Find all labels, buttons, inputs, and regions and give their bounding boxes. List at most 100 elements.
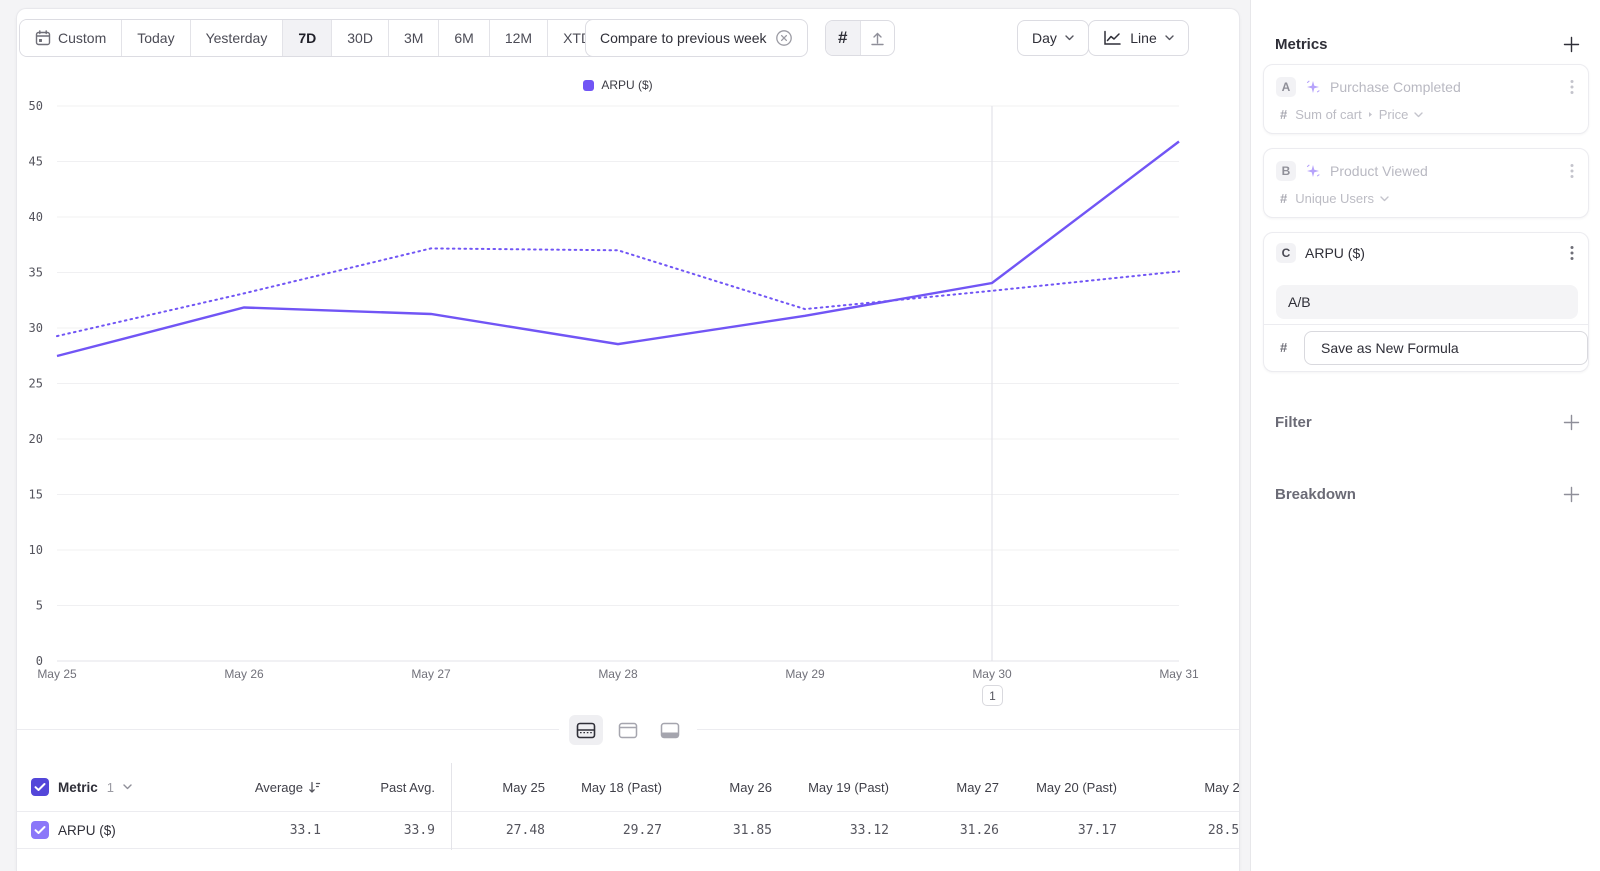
metric-count: 1	[106, 779, 114, 795]
row-metric-label: ARPU ($)	[58, 822, 116, 838]
kebab-menu-icon[interactable]	[1566, 161, 1578, 181]
measure-part: Sum of cart	[1295, 107, 1362, 122]
chart-view-button[interactable]	[611, 715, 645, 745]
number-type-icon: #	[1280, 107, 1288, 122]
column-header-average[interactable]: Average	[247, 780, 323, 795]
granularity-dropdown[interactable]: Day	[1017, 20, 1089, 56]
compare-button[interactable]: Compare to previous week	[585, 19, 808, 57]
svg-text:May 31: May 31	[1159, 667, 1199, 681]
number-type-icon: #	[1280, 191, 1288, 206]
date-range-12m[interactable]: 12M	[488, 20, 548, 56]
svg-text:40: 40	[29, 210, 43, 224]
number-type-icon: #	[1280, 340, 1288, 355]
column-header-may-26[interactable]: May 26	[729, 779, 772, 795]
column-header-may-19-past-[interactable]: May 19 (Past)	[808, 779, 889, 795]
table-view-icon	[660, 722, 680, 739]
chart-display-options: #	[825, 20, 895, 56]
date-range-3m[interactable]: 3M	[387, 20, 439, 56]
measure-selector[interactable]: # Sum of cart Price	[1280, 107, 1424, 122]
split-view-button[interactable]	[569, 715, 603, 745]
chevron-down-icon	[1414, 111, 1424, 117]
chart-type-dropdown[interactable]: Line	[1088, 20, 1189, 56]
legend-label: ARPU ($)	[601, 78, 653, 92]
svg-text:35: 35	[29, 266, 43, 280]
svg-text:May 30: May 30	[972, 667, 1012, 681]
plus-icon	[1563, 414, 1580, 431]
svg-text:May 25: May 25	[37, 667, 77, 681]
metrics-section-title: Metrics	[1275, 36, 1328, 53]
date-range-today[interactable]: Today	[121, 20, 190, 56]
chevron-down-icon[interactable]	[123, 784, 132, 790]
column-header-may-20-past-[interactable]: May 20 (Past)	[1036, 779, 1117, 795]
add-metric-button[interactable]	[1557, 30, 1585, 58]
table-column-divider	[451, 763, 452, 850]
chart-type-label: Line	[1130, 30, 1157, 46]
gridlines-toggle[interactable]: #	[826, 21, 860, 55]
column-header-may-28[interactable]: May 28	[1204, 779, 1240, 795]
card-divider	[1264, 324, 1588, 325]
results-table: Metric 1 Average Past Avg. May 25 May 18 (P…	[17, 763, 1240, 850]
filter-section-title: Filter	[1275, 414, 1312, 431]
sparkle-event-icon	[1305, 163, 1321, 179]
calendar-icon	[35, 30, 51, 46]
table-view-button[interactable]	[653, 715, 687, 745]
svg-text:May 29: May 29	[785, 667, 825, 681]
date-range-6m[interactable]: 6M	[438, 20, 489, 56]
svg-text:50: 50	[29, 99, 43, 113]
save-formula-button[interactable]: Save as New Formula	[1304, 331, 1588, 365]
chevron-down-icon	[1065, 35, 1074, 41]
svg-text:20: 20	[29, 432, 43, 446]
svg-text:30: 30	[29, 321, 43, 335]
baseline-toggle[interactable]	[859, 21, 895, 55]
table-row: ARPU ($) 33.1 33.9 27.48 29.27 31.85 33.12 31.…	[17, 811, 1239, 849]
kebab-menu-icon[interactable]	[1566, 243, 1578, 263]
table-cell: 28.55	[1207, 822, 1240, 838]
table-cell: 33.1	[289, 822, 321, 838]
sort-icon	[308, 781, 321, 794]
view-toggle-group	[559, 713, 697, 747]
select-all-checkbox[interactable]	[31, 778, 49, 796]
add-breakdown-button[interactable]	[1557, 480, 1585, 508]
annotation-marker-badge[interactable]: 1	[982, 685, 1003, 706]
svg-text:10: 10	[29, 543, 43, 557]
granularity-label: Day	[1032, 30, 1057, 46]
metric-badge-c: C	[1276, 243, 1296, 263]
query-builder-panel: Metrics A Purchase Completed # Sum of ca…	[1250, 0, 1600, 871]
column-header-past-avg-[interactable]: Past Avg.	[380, 779, 435, 795]
metric-card-b[interactable]: B Product Viewed # Unique Users	[1263, 148, 1589, 218]
split-view-icon	[576, 722, 596, 739]
formula-input[interactable]: A/B	[1276, 285, 1578, 319]
column-header-may-18-past-[interactable]: May 18 (Past)	[581, 779, 662, 795]
add-filter-button[interactable]	[1557, 408, 1585, 436]
plus-icon	[1563, 486, 1580, 503]
close-circle-icon[interactable]	[775, 29, 793, 47]
date-range-control: Custom Today Yesterday 7D 30D 3M 6M 12M XTD	[19, 19, 624, 57]
column-header-may-25[interactable]: May 25	[502, 779, 545, 795]
table-cell: 33.9	[403, 822, 435, 838]
date-range-30d[interactable]: 30D	[331, 20, 388, 56]
measure-part: Price	[1378, 107, 1409, 122]
chevron-down-icon	[1165, 35, 1174, 41]
breakdown-section-title: Breakdown	[1275, 486, 1356, 503]
measure-selector[interactable]: # Unique Users	[1280, 191, 1389, 206]
metric-card-a[interactable]: A Purchase Completed # Sum of cart Price	[1263, 64, 1589, 134]
line-chart[interactable]: 0 5 10 15 20 25 30 35 40 45 50 May 25 May 26 May 27 Ma…	[17, 99, 1240, 699]
compare-label: Compare to previous week	[600, 30, 767, 46]
kebab-menu-icon[interactable]	[1566, 77, 1578, 97]
line-chart-icon	[1103, 30, 1122, 46]
date-range-yesterday[interactable]: Yesterday	[189, 20, 283, 56]
table-cell: 33.12	[849, 822, 889, 838]
plus-icon	[1563, 36, 1580, 53]
metric-title: Product Viewed	[1330, 163, 1428, 179]
date-range-7d[interactable]: 7D	[282, 20, 332, 56]
column-header-may-27[interactable]: May 27	[956, 779, 999, 795]
svg-text:25: 25	[29, 377, 43, 391]
metric-badge-b: B	[1276, 161, 1296, 181]
arrow-up-from-line-icon	[869, 30, 886, 47]
date-range-custom[interactable]: Custom	[20, 20, 122, 56]
svg-text:45: 45	[29, 155, 43, 169]
table-cell: 37.17	[1077, 822, 1117, 838]
metric-card-c[interactable]: C ARPU ($) A/B # Save as New Formula	[1263, 232, 1589, 372]
row-checkbox[interactable]	[31, 821, 49, 839]
svg-text:May 28: May 28	[598, 667, 638, 681]
